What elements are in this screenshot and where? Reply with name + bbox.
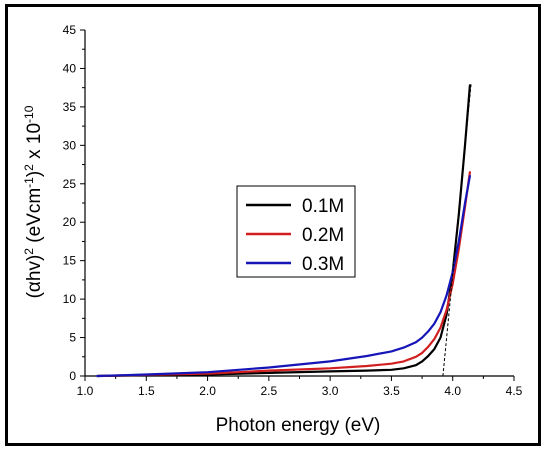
x-tick-label: 2.5	[261, 384, 278, 398]
legend-label: 0.1M	[302, 196, 344, 217]
y-axis-label: (αhv)2 (eVcm-1)2 x 10-10	[22, 105, 45, 298]
y-axis-label-part: (eVcm	[24, 188, 45, 248]
y-axis-label-part: (	[24, 291, 45, 298]
y-axis-label-part: 2	[22, 164, 36, 171]
y-axis-label-part: hv)	[24, 255, 45, 281]
x-tick-label: 4.5	[506, 384, 523, 398]
x-tick-label: 4.0	[444, 384, 461, 398]
y-axis-label-part: 2	[22, 248, 36, 255]
x-tick-label: 3.5	[383, 384, 400, 398]
y-tick-label: 20	[63, 215, 77, 229]
y-tick-label: 0	[69, 369, 76, 383]
x-tick-label: 2.0	[199, 384, 216, 398]
y-axis-label-part: -1	[22, 177, 36, 188]
y-tick-label: 10	[63, 292, 77, 306]
y-tick-label: 40	[63, 61, 77, 75]
y-axis-label-part: α	[24, 281, 45, 292]
series-line-0.3M	[96, 175, 471, 378]
y-axis-label-part: )	[24, 171, 45, 177]
y-tick-label: 45	[63, 23, 77, 37]
y-axis-label-part: x 10	[24, 123, 45, 164]
series-lines	[96, 84, 471, 378]
y-tick-label: 30	[63, 138, 77, 152]
legend: 0.1M 0.2M 0.3M	[236, 185, 356, 278]
legend-label: 0.2M	[302, 225, 344, 246]
x-axis-label: Photon energy (eV)	[216, 415, 381, 436]
x-tick-label: 3.0	[322, 384, 339, 398]
y-tick-label: 15	[63, 254, 77, 268]
legend-label: 0.3M	[302, 254, 344, 275]
y-axis-label-part: -10	[22, 105, 36, 123]
x-tick-label: 1.5	[138, 384, 155, 398]
x-tick-label: 1.0	[77, 384, 94, 398]
y-tick-label: 25	[63, 177, 77, 191]
tick-marks: 1.0 1.5 2.0 2.5 3.0 3.5 4.0 4.5 0 5 10 15 20 25 30 35 40…	[63, 23, 523, 398]
annotations	[442, 83, 472, 377]
tangent-line	[442, 83, 472, 377]
y-tick-label: 35	[63, 100, 77, 114]
series-line-0.2M	[96, 171, 471, 378]
y-tick-label: 5	[69, 331, 76, 345]
